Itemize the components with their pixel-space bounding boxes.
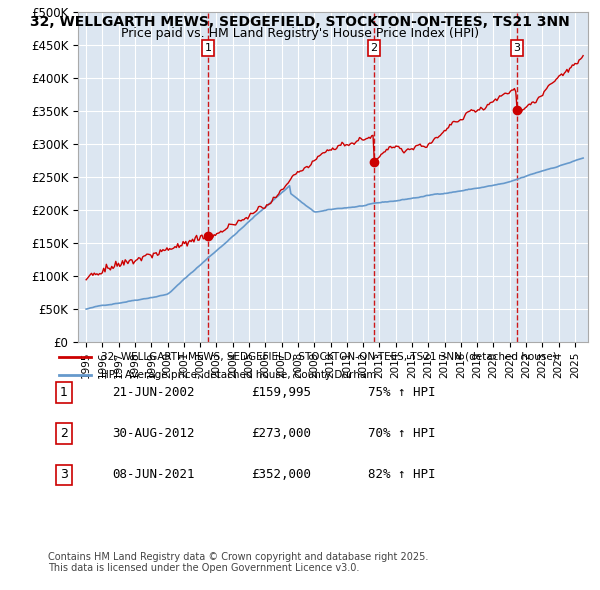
- Text: £273,000: £273,000: [251, 427, 311, 440]
- Text: 75% ↑ HPI: 75% ↑ HPI: [368, 386, 436, 399]
- Text: £352,000: £352,000: [251, 468, 311, 481]
- Text: £159,995: £159,995: [251, 386, 311, 399]
- Text: 70% ↑ HPI: 70% ↑ HPI: [368, 427, 436, 440]
- Text: 32, WELLGARTH MEWS, SEDGEFIELD, STOCKTON-ON-TEES, TS21 3NN (detached house): 32, WELLGARTH MEWS, SEDGEFIELD, STOCKTON…: [101, 352, 557, 362]
- Text: Price paid vs. HM Land Registry's House Price Index (HPI): Price paid vs. HM Land Registry's House …: [121, 27, 479, 40]
- Text: 2: 2: [370, 43, 377, 53]
- Text: 1: 1: [205, 43, 211, 53]
- Text: 08-JUN-2021: 08-JUN-2021: [112, 468, 194, 481]
- Text: 3: 3: [60, 468, 68, 481]
- Text: 3: 3: [514, 43, 520, 53]
- Text: 82% ↑ HPI: 82% ↑ HPI: [368, 468, 436, 481]
- Text: 32, WELLGARTH MEWS, SEDGEFIELD, STOCKTON-ON-TEES, TS21 3NN: 32, WELLGARTH MEWS, SEDGEFIELD, STOCKTON…: [30, 15, 570, 29]
- Text: 30-AUG-2012: 30-AUG-2012: [112, 427, 194, 440]
- Text: 1: 1: [60, 386, 68, 399]
- Text: 21-JUN-2002: 21-JUN-2002: [112, 386, 194, 399]
- Text: Contains HM Land Registry data © Crown copyright and database right 2025.
This d: Contains HM Land Registry data © Crown c…: [48, 552, 428, 573]
- Text: HPI: Average price, detached house, County Durham: HPI: Average price, detached house, Coun…: [101, 370, 377, 380]
- Text: 2: 2: [60, 427, 68, 440]
